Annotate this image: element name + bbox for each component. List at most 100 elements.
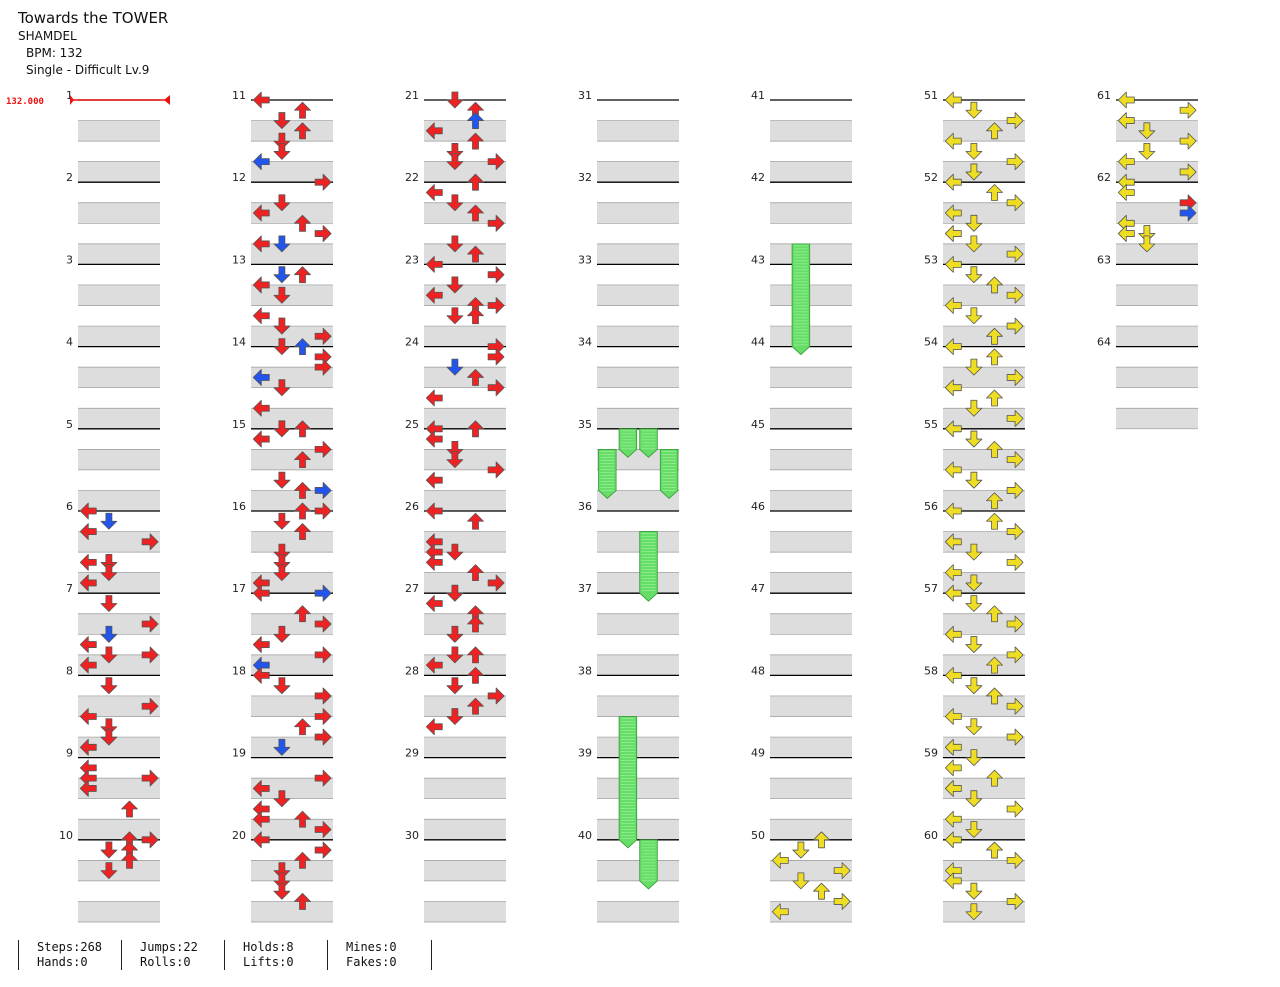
beat-shade [424,860,506,881]
right-arrow [1006,615,1024,633]
down-arrow [100,718,118,736]
up-arrow [986,348,1003,366]
down-arrow [1138,225,1156,242]
down-arrow [100,728,118,746]
arrow-shape [944,225,962,242]
arrow-shape [100,553,118,571]
arrow-shape [425,389,443,407]
measure-6: 6 [66,500,160,594]
up-arrow [294,338,311,356]
arrow-shape [944,831,962,849]
left-arrow [944,420,962,438]
arrow-shape [813,831,830,849]
beat-shade [943,901,1025,922]
arrow-shape [252,636,270,653]
right-arrow [1006,317,1024,335]
beat-shade [1116,284,1198,306]
beat-shade [251,572,333,594]
left-arrow [944,461,962,479]
arrow-shape [944,255,962,273]
arrow-shape [813,882,830,900]
beat-shade [251,326,333,347]
measure-number: 13 [232,253,246,266]
measure-30: 30 [405,829,506,923]
song-header: Towards the TOWER SHAMDEL BPM: 132 Singl… [18,8,168,79]
beat-shade [251,819,333,840]
measure-59: 59 [924,747,1025,841]
arrow-shape [314,440,332,458]
up-arrow [813,831,830,849]
arrow-shape [1117,184,1135,201]
arrow-shape [273,112,291,129]
beat-shade [597,161,679,183]
right-arrow [487,348,505,366]
song-artist: SHAMDEL [18,29,77,43]
left-arrow [252,831,270,849]
beat-shade [597,819,679,840]
beat-shade [943,202,1025,224]
stat-lifts: Lifts:0 [243,955,294,969]
right-arrow [1006,482,1024,499]
up-arrow [986,841,1003,859]
right-arrow [314,615,332,633]
arrow-shape [141,697,159,715]
beat-shade [251,202,333,224]
arrow-shape [273,738,291,756]
left-arrow [79,780,97,797]
beat-shade [251,367,333,388]
arrow-shape [944,810,962,828]
measure-number: 20 [232,829,246,842]
down-arrow [965,636,983,653]
right-arrow [314,728,332,746]
right-arrow [314,646,332,664]
arrow-shape [294,502,311,520]
beat-shade [770,490,852,511]
arrow-shape [446,646,464,664]
beat-shade [770,572,852,594]
arrow-shape [252,656,270,674]
measure-37: 37 [578,582,679,676]
beat-shade [770,737,852,758]
measure-number: 18 [232,664,246,677]
arrow-shape [273,286,291,304]
chart-difficulty: Single - Difficult Lv.9 [26,63,150,77]
right-arrow [1179,163,1197,181]
arrow-shape [79,708,97,725]
beat-shade [943,408,1025,429]
arrow-shape [965,163,983,181]
measure-33: 33 [578,253,679,347]
up-arrow [467,646,484,664]
left-arrow [252,584,270,602]
beat-shade [943,120,1025,142]
arrow-shape [833,893,851,910]
left-arrow [252,430,270,448]
up-arrow [467,112,484,129]
arrow-shape [944,862,962,880]
measure-number: 28 [405,664,419,677]
measure-number: 33 [578,253,592,266]
right-arrow [487,687,505,705]
down-arrow [446,451,464,469]
measure-number: 39 [578,747,592,760]
right-arrow [314,502,332,520]
left-arrow [944,738,962,756]
left-arrow [79,656,97,674]
arrow-shape [986,440,1003,458]
arrow-shape [986,122,1003,140]
down-arrow [446,358,464,376]
beat-shade [943,737,1025,758]
right-arrow [1179,101,1197,119]
down-arrow [965,718,983,736]
arrow-shape [294,482,311,499]
beat-shade [251,161,333,183]
left-arrow [79,636,97,653]
measure-7: 7 [66,582,160,676]
down-arrow [965,882,983,900]
measure-63: 63 [1097,253,1198,347]
hold-body [598,448,617,499]
arrow-shape [1006,317,1024,335]
beat-shade [770,284,852,306]
beat-shade [424,284,506,306]
arrow-shape [425,502,443,520]
beat-shade [424,120,506,142]
